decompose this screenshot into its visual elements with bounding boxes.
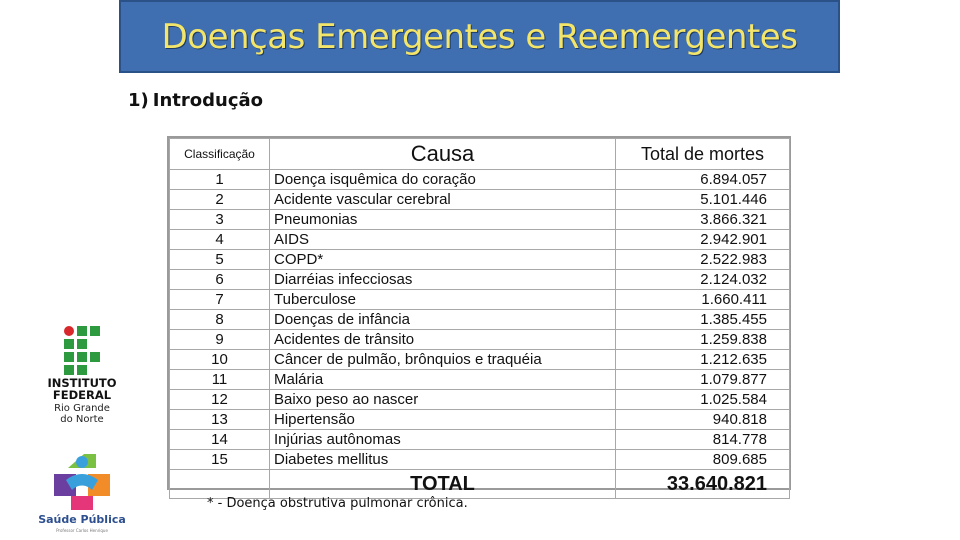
- row-rank: 12: [169, 389, 270, 410]
- row-rank: 11: [169, 369, 270, 390]
- row-rank: 8: [169, 309, 270, 330]
- table-row: 5 COPD* 2.522.983: [169, 249, 790, 270]
- row-rank: 3: [169, 209, 270, 230]
- header-deaths: Total de mortes: [615, 138, 790, 170]
- institute-name: INSTITUTO FEDERAL: [42, 377, 122, 401]
- row-cause: Doença isquêmica do coração: [269, 169, 616, 190]
- row-cause: Tuberculose: [269, 289, 616, 310]
- row-deaths: 1.259.838: [615, 329, 790, 350]
- row-deaths: 3.866.321: [615, 209, 790, 230]
- row-cause: Diabetes mellitus: [269, 449, 616, 470]
- row-deaths: 2.124.032: [615, 269, 790, 290]
- row-rank: 13: [169, 409, 270, 430]
- row-deaths: 814.778: [615, 429, 790, 450]
- table-row: 4 AIDS 2.942.901: [169, 229, 790, 250]
- mortality-table: Classificação Causa Total de mortes 1 Doe…: [167, 136, 791, 499]
- row-cause: Câncer de pulmão, brônquios e traquéia: [269, 349, 616, 370]
- row-rank: 1: [169, 169, 270, 190]
- row-rank: 6: [169, 269, 270, 290]
- row-cause: COPD*: [269, 249, 616, 270]
- table-row: 11 Malária 1.079.877: [169, 369, 790, 390]
- row-cause: Acidente vascular cerebral: [269, 189, 616, 210]
- table-row: 13 Hipertensão 940.818: [169, 409, 790, 430]
- table-row: 3 Pneumonias 3.866.321: [169, 209, 790, 230]
- title-banner: Doenças Emergentes e Reemergentes: [119, 0, 840, 73]
- row-deaths: 1.025.584: [615, 389, 790, 410]
- row-rank: 15: [169, 449, 270, 470]
- row-cause: Injúrias autônomas: [269, 429, 616, 450]
- table-row: 12 Baixo peso ao nascer 1.025.584: [169, 389, 790, 410]
- row-deaths: 2.522.983: [615, 249, 790, 270]
- public-health-name: Saúde Pública: [38, 513, 126, 526]
- header-rank: Classificação: [169, 138, 270, 170]
- table-row: 15 Diabetes mellitus 809.685: [169, 449, 790, 470]
- slide-title: Doenças Emergentes e Reemergentes: [161, 16, 798, 57]
- institute-logo: INSTITUTO FEDERAL Rio Grande do Norte: [42, 326, 122, 430]
- row-deaths: 1.660.411: [615, 289, 790, 310]
- total-spacer: [169, 469, 270, 499]
- institute-line4: do Norte: [60, 414, 104, 425]
- section-number: 1): [128, 90, 149, 111]
- row-deaths: 5.101.446: [615, 189, 790, 210]
- row-cause: AIDS: [269, 229, 616, 250]
- total-value: 33.640.821: [615, 469, 790, 499]
- row-cause: Doenças de infância: [269, 309, 616, 330]
- institute-campus: Rio Grande do Norte: [42, 403, 122, 425]
- institute-mark-icon: [64, 326, 100, 375]
- institute-line3: Rio Grande: [54, 403, 110, 414]
- public-health-logo: Saúde Pública Professor Carlos Henrique: [36, 450, 128, 536]
- row-deaths: 1.079.877: [615, 369, 790, 390]
- row-cause: Acidentes de trânsito: [269, 329, 616, 350]
- table-row: 1 Doença isquêmica do coração 6.894.057: [169, 169, 790, 190]
- section-heading: 1) Introdução: [128, 90, 263, 111]
- row-deaths: 809.685: [615, 449, 790, 470]
- table-header-row: Classificação Causa Total de mortes: [169, 138, 790, 170]
- row-deaths: 6.894.057: [615, 169, 790, 190]
- row-rank: 7: [169, 289, 270, 310]
- row-cause: Pneumonias: [269, 209, 616, 230]
- health-cross-icon: [54, 454, 110, 510]
- row-cause: Hipertensão: [269, 409, 616, 430]
- row-deaths: 940.818: [615, 409, 790, 430]
- row-cause: Malária: [269, 369, 616, 390]
- table-total-row: TOTAL 33.640.821: [169, 469, 790, 499]
- table-row: 7 Tuberculose 1.660.411: [169, 289, 790, 310]
- institute-line2: FEDERAL: [52, 388, 112, 402]
- table-row: 6 Diarréias infecciosas 2.124.032: [169, 269, 790, 290]
- causes-table: Classificação Causa Total de mortes 1 Doe…: [169, 138, 790, 499]
- row-rank: 4: [169, 229, 270, 250]
- row-rank: 14: [169, 429, 270, 450]
- row-deaths: 1.212.635: [615, 349, 790, 370]
- row-cause: Baixo peso ao nascer: [269, 389, 616, 410]
- header-cause: Causa: [269, 138, 616, 170]
- table-row: 8 Doenças de infância 1.385.455: [169, 309, 790, 330]
- row-deaths: 2.942.901: [615, 229, 790, 250]
- public-health-tagline: Professor Carlos Henrique: [56, 528, 108, 533]
- footnote: * - Doença obstrutiva pulmonar crônica.: [207, 496, 468, 511]
- table-row: 10 Câncer de pulmão, brônquios e traquéia…: [169, 349, 790, 370]
- row-rank: 10: [169, 349, 270, 370]
- row-cause: Diarréias infecciosas: [269, 269, 616, 290]
- row-rank: 9: [169, 329, 270, 350]
- row-rank: 5: [169, 249, 270, 270]
- section-label: Introdução: [152, 90, 264, 111]
- row-deaths: 1.385.455: [615, 309, 790, 330]
- institute-line1: INSTITUTO: [47, 376, 117, 390]
- total-label: TOTAL: [269, 469, 616, 499]
- table-row: 14 Injúrias autônomas 814.778: [169, 429, 790, 450]
- row-rank: 2: [169, 189, 270, 210]
- table-row: 2 Acidente vascular cerebral 5.101.446: [169, 189, 790, 210]
- table-row: 9 Acidentes de trânsito 1.259.838: [169, 329, 790, 350]
